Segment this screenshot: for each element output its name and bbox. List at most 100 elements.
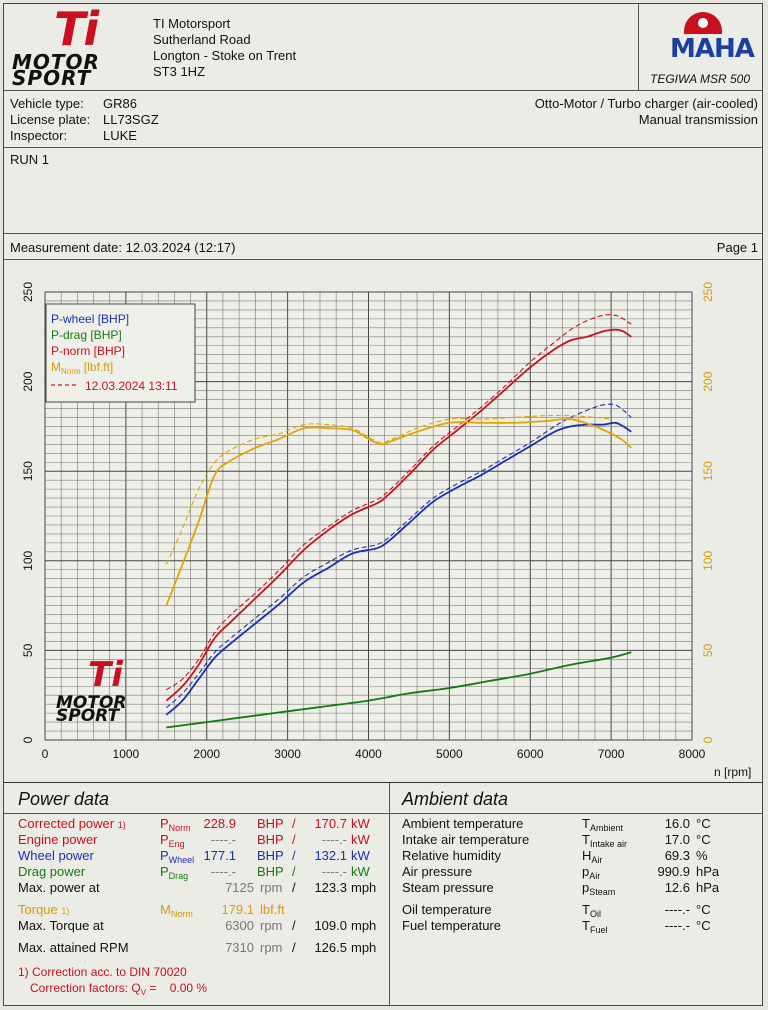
series-line-p_norm-compare	[165, 314, 632, 691]
logo-ti-mark: Ti	[54, 2, 99, 56]
corrected-power-sep: /	[292, 816, 296, 831]
ambient-unit: °C	[696, 918, 711, 933]
ambient-symbol-main: p	[582, 864, 590, 879]
y-tick-label-left: 0	[21, 736, 35, 743]
x-tick-label: 3000	[274, 747, 301, 761]
dyno-report-sheet: Ti MOTOR SPORT TI Motorsport Sutherland …	[3, 2, 763, 1006]
corrected-power-kw-unit: kW	[351, 816, 370, 831]
measurement-date: Measurement date: 12.03.2024 (12:17)	[10, 240, 236, 255]
y-tick-label-right: 250	[701, 282, 715, 302]
ambient-unit: hPa	[696, 864, 720, 879]
maha-gear-icon	[684, 12, 722, 34]
chart-watermark-logo: Ti MOTOR SPORT	[56, 655, 127, 726]
ambient-value: 990.9	[657, 864, 690, 879]
x-axis-label: n [rpm]	[714, 765, 751, 779]
torque-label: Torque	[18, 902, 58, 917]
torque-note: 1)	[61, 906, 70, 916]
corrected-power-kw: 170.7	[314, 816, 347, 831]
legend-p-norm: P-norm [BHP]	[51, 344, 125, 358]
x-tick-label: 6000	[517, 747, 544, 761]
drag-power-bhp: ----.-	[210, 864, 236, 879]
torque-sub: Norm	[170, 909, 193, 919]
ambient-value: 16.0	[664, 816, 690, 831]
company-address-line2: Longton - Stoke on Trent	[153, 48, 297, 63]
maha-logo-text: MAHA	[670, 34, 755, 64]
correction-factors-value: = 0.00 %	[146, 981, 208, 995]
corrected-power-note: 1)	[117, 820, 126, 830]
ambient-symbol: pAir	[582, 864, 600, 884]
ambient-symbol: TFuel	[582, 918, 607, 938]
x-tick-label: 7000	[598, 747, 625, 761]
engine-power-kw: ----.-	[321, 832, 347, 847]
correction-factors-sub: V	[140, 988, 147, 997]
ambient-symbol-main: p	[582, 880, 590, 895]
chart-lines	[165, 314, 632, 729]
wheel-power-kw-unit: kW	[351, 848, 370, 863]
x-tick-label: 4000	[355, 747, 382, 761]
run-label: RUN 1	[10, 152, 50, 167]
ambient-section: Ambient data	[390, 783, 762, 1006]
max-rpm-speed: 126.5	[314, 940, 347, 955]
max-power-speed: 123.3	[314, 880, 347, 895]
ambient-symbol-main: H	[582, 848, 592, 863]
ambient-row: Fuel temperature TFuel ----.- °C	[390, 918, 762, 935]
watermark-sport: SPORT	[56, 706, 120, 726]
power-title: Power data	[18, 789, 110, 809]
page-number: Page 1	[716, 240, 758, 255]
ambient-row: Air pressure pAir 990.9 hPa	[390, 864, 762, 881]
max-torque-label: Max. Torque at	[18, 918, 104, 933]
torque-unit: lbf.ft	[260, 902, 285, 917]
ambient-symbol-main: T	[582, 816, 590, 831]
engine-power-kw-unit: kW	[351, 832, 370, 847]
max-power-rpm: 7125	[225, 880, 254, 895]
legend-compare: 12.03.2024 13:11	[85, 379, 178, 393]
ambient-unit: °C	[696, 816, 711, 831]
ambient-value: 12.6	[664, 880, 690, 895]
ambient-symbol: TOil	[582, 902, 601, 922]
y-tick-label-right: 100	[701, 550, 715, 570]
wheel-power-bhp: 177.1	[203, 848, 236, 863]
wheel-power-sub: Wheel	[168, 855, 195, 865]
section-divider	[389, 783, 390, 1006]
engine-type: Otto-Motor / Turbo charger (air-cooled)	[534, 96, 758, 111]
corrected-power-sym: P	[160, 816, 169, 831]
correction-factors-label: Correction factors: Q	[30, 981, 141, 995]
transmission-type: Manual transmission	[638, 112, 758, 127]
ambient-symbol: pSteam	[582, 880, 615, 900]
watermark-ti: Ti	[88, 655, 124, 695]
x-tick-label: 2000	[193, 747, 220, 761]
y-tick-label-left: 200	[21, 371, 35, 391]
max-rpm-unit: rpm	[260, 940, 283, 955]
ambient-unit: °C	[696, 902, 711, 917]
y-tick-label-left: 50	[21, 643, 35, 657]
torque-value: 179.1	[221, 902, 254, 917]
engine-power-label: Engine power	[18, 832, 98, 847]
max-torque-row: Max. Torque at 6300 rpm / 109.0 mph	[4, 918, 389, 934]
legend-m-norm: MNorm [lbf.ft]	[51, 360, 113, 376]
x-tick-label: 5000	[436, 747, 463, 761]
ambient-symbol-sub: Intake air	[589, 839, 627, 849]
engine-power-sep: /	[292, 832, 296, 847]
x-tick-label: 1000	[113, 747, 140, 761]
ambient-label: Oil temperature	[402, 902, 492, 917]
x-tick-label: 8000	[679, 747, 706, 761]
wheel-power-label: Wheel power	[18, 848, 94, 863]
ambient-symbol-main: T	[582, 918, 590, 933]
max-power-sep: /	[292, 880, 296, 895]
ambient-symbol-sub: Air	[589, 871, 601, 881]
vehicle-type-value: GR86	[103, 96, 137, 111]
max-torque-speed: 109.0	[314, 918, 347, 933]
ambient-value: ----.-	[664, 918, 690, 933]
legend-p-drag: P-drag [BHP]	[51, 328, 122, 342]
company-address-line1: Sutherland Road	[153, 32, 251, 47]
y-tick-label-left: 250	[21, 282, 35, 302]
wheel-power-sep: /	[292, 848, 296, 863]
engine-power-sub: Eng	[168, 839, 185, 849]
y-tick-label-right: 150	[701, 461, 715, 481]
drag-power-sym: P	[160, 864, 169, 879]
max-rpm-row: Max. attained RPM 7310 rpm / 126.5 mph	[4, 940, 389, 956]
ambient-row: Oil temperature TOil ----.- °C	[390, 902, 762, 919]
legend-m-norm-sub: Norm	[61, 367, 81, 376]
